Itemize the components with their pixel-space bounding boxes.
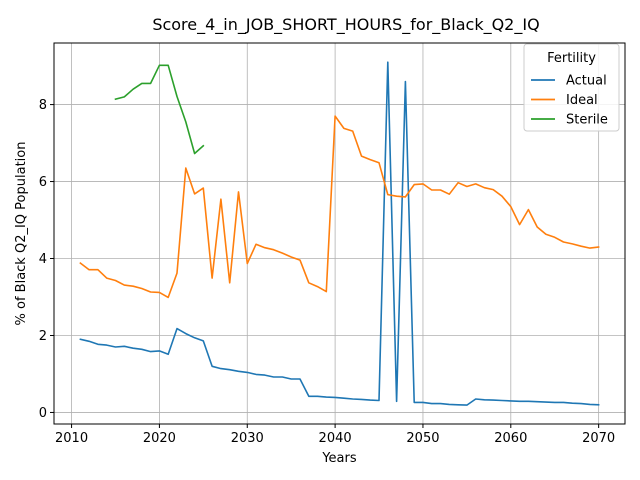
legend-title: Fertility <box>547 51 596 66</box>
y-tick-label: 4 <box>39 252 47 267</box>
series-line-actual <box>79 61 600 406</box>
grid <box>54 43 625 424</box>
axis-ticks: 2010 2020 2030 2040 2050 2060 2070 0 2 4 6 8 <box>39 98 615 446</box>
y-tick-label: 8 <box>39 98 47 113</box>
x-tick-label: 2070 <box>582 431 615 446</box>
x-tick-label: 2050 <box>406 431 439 446</box>
legend: Fertility Actual Ideal Sterile <box>523 43 620 132</box>
x-tick-label: 2040 <box>319 431 352 446</box>
y-tick-label: 0 <box>39 406 47 421</box>
legend-label-sterile: Sterile <box>566 113 608 128</box>
legend-label-ideal: Ideal <box>566 93 598 108</box>
x-axis-label: Years <box>321 451 357 466</box>
x-tick-label: 2020 <box>143 431 176 446</box>
series-line-sterile <box>114 64 205 155</box>
plot-frame <box>53 42 626 425</box>
x-tick-label: 2010 <box>55 431 88 446</box>
legend-box <box>523 43 620 132</box>
x-tick-label: 2030 <box>231 431 264 446</box>
y-tick-label: 2 <box>39 329 47 344</box>
x-tick-label: 2060 <box>494 431 527 446</box>
y-axis-label: % of Black Q2_IQ Population <box>14 142 29 326</box>
series-lines <box>79 61 600 406</box>
series-line-ideal <box>79 115 600 299</box>
legend-label-actual: Actual <box>566 74 607 89</box>
chart-title: Score_4_in_JOB_SHORT_HOURS_for_Black_Q2_… <box>152 15 539 35</box>
y-tick-label: 6 <box>39 175 47 190</box>
